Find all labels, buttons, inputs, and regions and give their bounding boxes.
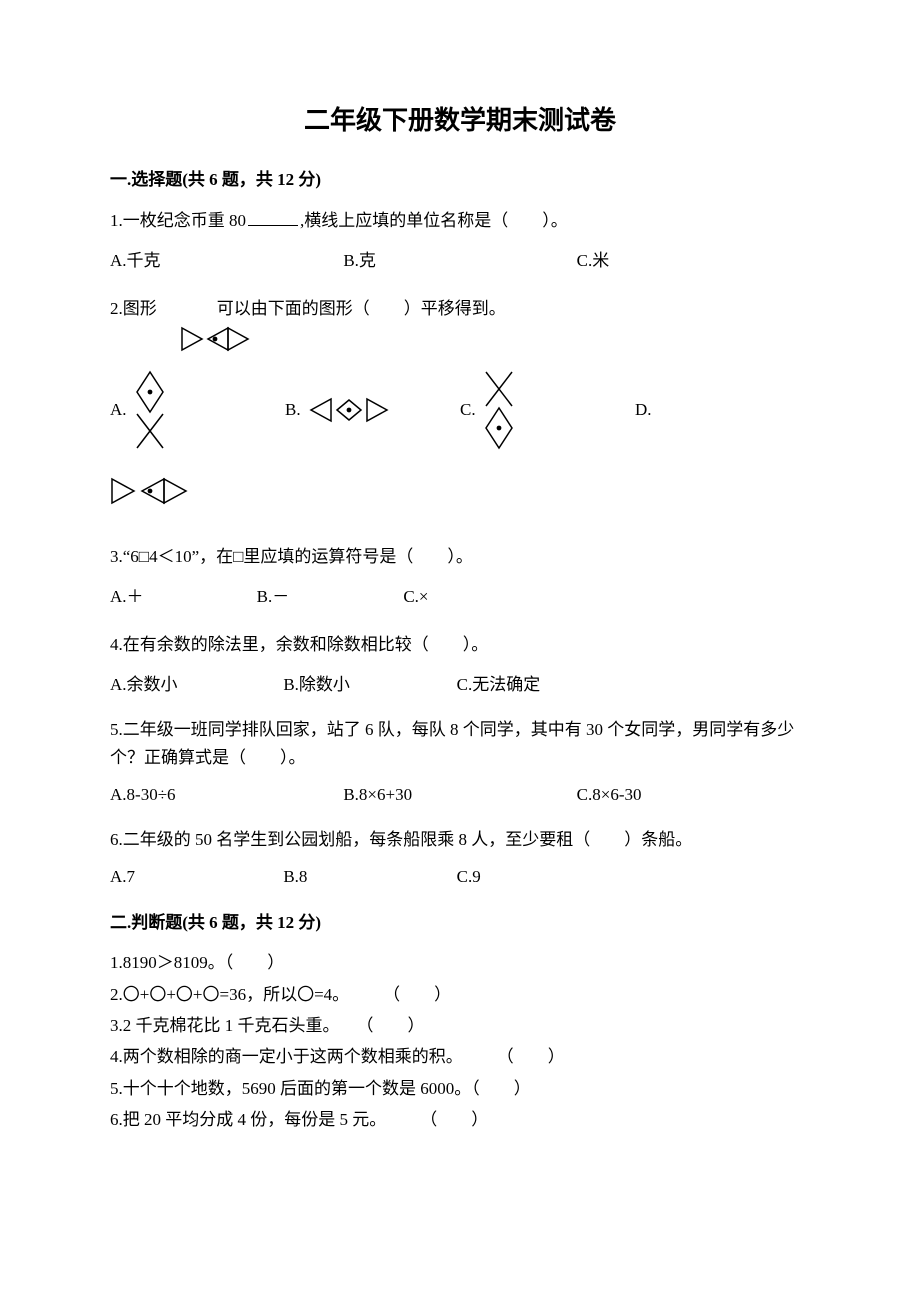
mc-q2-opt-b: B. bbox=[285, 393, 460, 427]
mc-q3-opt-c-label: C.× bbox=[403, 580, 428, 614]
mc-q5-opt-a: A.8-30÷6 bbox=[110, 778, 343, 812]
mc-q3-opt-a-label: A.＋ bbox=[110, 580, 144, 614]
exam-page: 二年级下册数学期末测试卷 一.选择题(共 6 题，共 12 分) 1.一枚纪念币… bbox=[0, 0, 920, 1216]
mc-q2-options: A. B. C. bbox=[110, 370, 810, 450]
tf-q3: 3.2 千克棉花比 1 千克石头重。 （ ） bbox=[110, 1010, 810, 1041]
mc-q4-opt-b: B.除数小 bbox=[283, 668, 456, 702]
q2-optC-icon bbox=[482, 370, 516, 450]
mc-q6-opt-b: B.8 bbox=[283, 860, 456, 894]
mc-q3-options: A.＋ B.－ C.× bbox=[110, 580, 550, 614]
mc-q4-options: A.余数小 B.除数小 C.无法确定 bbox=[110, 668, 630, 702]
mc-q2-opt-c-label: C. bbox=[460, 393, 476, 427]
mc-q3: 3.“6□4＜10”，在□里应填的运算符号是（ ）。 bbox=[110, 540, 810, 574]
mc-q5-opt-c-label: C.8×6-30 bbox=[577, 778, 642, 812]
mc-q1-opt-b-label: B.克 bbox=[343, 244, 376, 278]
page-title: 二年级下册数学期末测试卷 bbox=[110, 100, 810, 137]
tf-q4: 4.两个数相除的商一定小于这两个数相乘的积。 （ ） bbox=[110, 1041, 810, 1072]
mc-q6-opt-b-label: B.8 bbox=[283, 860, 307, 894]
mc-q5-options: A.8-30÷6 B.8×6+30 C.8×6-30 bbox=[110, 778, 810, 812]
mc-q4-opt-a: A.余数小 bbox=[110, 668, 283, 702]
mc-q6: 6.二年级的 50 名学生到公园划船，每条船限乘 8 人，至少要租（ ）条船。 bbox=[110, 826, 810, 854]
mc-q1-text-before: 1.一枚纪念币重 80 bbox=[110, 211, 246, 230]
q2-reference-icon bbox=[180, 326, 250, 352]
mc-q2-text-after: 可以由下面的图形（ ）平移得到。 bbox=[217, 292, 506, 326]
tf-q5: 5.十个十个地数，5690 后面的第一个数是 6000。（ ） bbox=[110, 1073, 810, 1104]
mc-q2-opt-c: C. bbox=[460, 370, 635, 450]
mc-q4-opt-c-label: C.无法确定 bbox=[457, 668, 541, 702]
q2-optB-icon bbox=[307, 397, 391, 423]
mc-q2-opt-b-label: B. bbox=[285, 393, 301, 427]
mc-q1-text-after: ,横线上应填的单位名称是（ ）。 bbox=[300, 211, 568, 230]
mc-q4-opt-a-label: A.余数小 bbox=[110, 668, 178, 702]
mc-q6-opt-a-label: A.7 bbox=[110, 860, 135, 894]
tf-q2: 2.〇+〇+〇+〇=36，所以〇=4。 （ ） bbox=[110, 979, 810, 1010]
mc-q1: 1.一枚纪念币重 80 ,横线上应填的单位名称是（ ）。 bbox=[110, 204, 810, 238]
mc-q2-reference-figure bbox=[180, 326, 810, 352]
tf-q1: 1.8190＞8109。（ ） bbox=[110, 947, 810, 978]
mc-q3-opt-c: C.× bbox=[403, 580, 550, 614]
mc-q1-options: A.千克 B.克 C.米 bbox=[110, 244, 810, 278]
mc-q1-opt-c: C.米 bbox=[577, 244, 810, 278]
mc-q5-opt-b-label: B.8×6+30 bbox=[343, 778, 412, 812]
mc-q4-opt-b-label: B.除数小 bbox=[283, 668, 350, 702]
mc-q5-opt-a-label: A.8-30÷6 bbox=[110, 778, 176, 812]
mc-q1-opt-a: A.千克 bbox=[110, 244, 343, 278]
mc-q1-opt-c-label: C.米 bbox=[577, 244, 610, 278]
q2-optD-icon bbox=[110, 476, 190, 506]
mc-q6-opt-c: C.9 bbox=[457, 860, 630, 894]
mc-q2-opt-a: A. bbox=[110, 370, 285, 450]
tf-q6: 6.把 20 平均分成 4 份，每份是 5 元。 （ ） bbox=[110, 1104, 810, 1135]
mc-q4: 4.在有余数的除法里，余数和除数相比较（ ）。 bbox=[110, 628, 810, 662]
mc-q1-opt-b: B.克 bbox=[343, 244, 576, 278]
mc-q2-opt-d-figure bbox=[110, 476, 810, 506]
mc-q2-opt-a-label: A. bbox=[110, 393, 127, 427]
mc-q4-opt-c: C.无法确定 bbox=[457, 668, 630, 702]
mc-q5-opt-c: C.8×6-30 bbox=[577, 778, 810, 812]
mc-q2-text-before: 2.图形 bbox=[110, 292, 157, 326]
mc-q5-opt-b: B.8×6+30 bbox=[343, 778, 576, 812]
mc-q3-opt-b-label: B.－ bbox=[257, 580, 290, 614]
mc-q5: 5.二年级一班同学排队回家，站了 6 队，每队 8 个同学，其中有 30 个女同… bbox=[110, 716, 810, 772]
mc-q6-options: A.7 B.8 C.9 bbox=[110, 860, 630, 894]
mc-q3-opt-a: A.＋ bbox=[110, 580, 257, 614]
mc-q2-opt-d-label: D. bbox=[635, 393, 652, 427]
mc-q2-opt-d: D. bbox=[635, 393, 810, 427]
mc-q6-opt-c-label: C.9 bbox=[457, 860, 481, 894]
mc-q1-opt-a-label: A.千克 bbox=[110, 244, 161, 278]
mc-q3-opt-b: B.－ bbox=[257, 580, 404, 614]
section-tf-header: 二.判断题(共 6 题，共 12 分) bbox=[110, 908, 810, 933]
mc-q2: 2.图形 可以由下面的图形（ ）平移得到。 bbox=[110, 292, 810, 326]
mc-q6-opt-a: A.7 bbox=[110, 860, 283, 894]
q2-optA-icon bbox=[133, 370, 167, 450]
section-mc-header: 一.选择题(共 6 题，共 12 分) bbox=[110, 165, 810, 190]
mc-q1-blank bbox=[248, 206, 298, 226]
